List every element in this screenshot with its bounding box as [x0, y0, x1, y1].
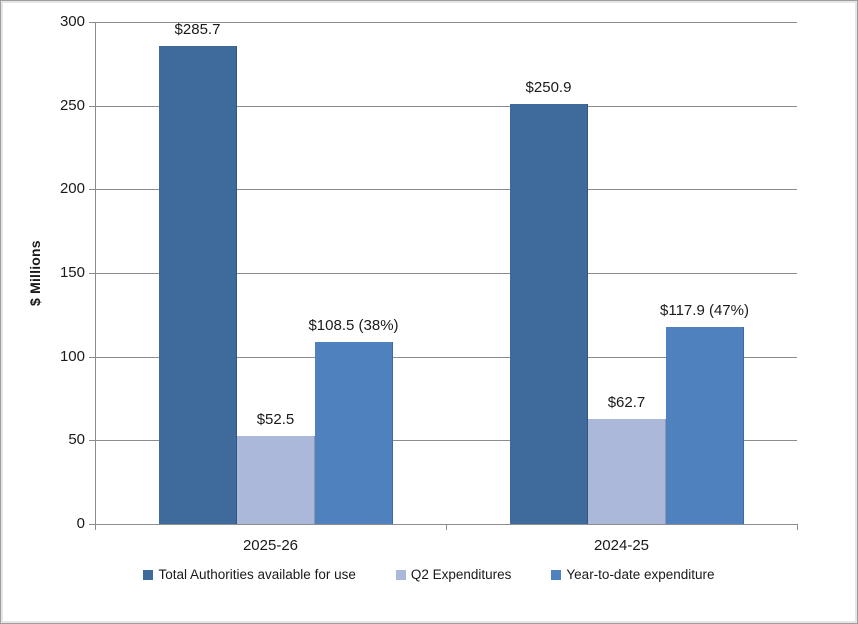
y-axis-tick [89, 105, 95, 107]
y-axis-tick-label: 0 [76, 515, 85, 532]
bar-2024-25-total-authorities-available-for-use [509, 104, 588, 524]
chart-legend: Total Authorities available for use Q2 Ex… [0, 567, 858, 582]
y-axis-tick [89, 356, 95, 358]
bar-value-label: $52.5 [256, 411, 295, 429]
gridline [95, 356, 797, 358]
y-axis-tick-label: 150 [59, 264, 85, 281]
bar-2025-26-total-authorities-available-for-use [158, 45, 237, 524]
gridline [95, 105, 797, 107]
y-axis-tick [89, 22, 95, 23]
bar-2025-26-year-to-date-expenditure [314, 342, 393, 524]
x-axis-category-label: 2025-26 [242, 537, 299, 554]
legend-label: Q2 Expenditures [410, 567, 512, 582]
y-axis-tick-label: 250 [59, 96, 85, 114]
bar-2025-26-q2-expenditures [236, 436, 315, 524]
legend-item-year-to-date-expenditure: Year-to-date expenditure [551, 567, 715, 582]
y-axis-tick-label: 300 [59, 13, 85, 30]
bar-2024-25-q2-expenditures [587, 419, 666, 524]
y-axis-tick-label: 100 [59, 347, 85, 365]
x-axis-tick [797, 524, 798, 530]
y-axis-tick [89, 189, 95, 191]
x-axis-tick [446, 524, 447, 530]
gridline [95, 22, 797, 23]
legend-label: Year-to-date expenditure [566, 567, 715, 582]
y-axis-line [95, 22, 96, 524]
legend-label: Total Authorities available for use [158, 567, 356, 582]
bar-2024-25-year-to-date-expenditure [665, 326, 744, 524]
y-axis-tick-label: 200 [59, 180, 85, 198]
gridline [95, 189, 797, 191]
bar-value-label: $250.9 [525, 79, 572, 97]
y-axis-tick [89, 273, 95, 274]
bar-value-label: $117.9 (47%) [660, 301, 749, 319]
bar-value-label: $62.7 [607, 394, 646, 412]
legend-item-q2-expenditures: Q2 Expenditures [395, 567, 512, 582]
y-axis-tick [89, 524, 95, 525]
bar-value-label: $285.7 [174, 20, 221, 38]
legend-marker-icon [395, 569, 406, 580]
legend-marker-icon [143, 569, 154, 580]
gridline [95, 273, 797, 274]
legend-item-total-authorities-available-for-use: Total Authorities available for use [143, 567, 356, 582]
gridline [95, 440, 797, 442]
y-axis-tick [89, 440, 95, 442]
x-axis-tick [95, 524, 96, 530]
bar-value-label: $108.5 (38%) [308, 317, 399, 335]
y-axis-tick-label: 50 [68, 431, 85, 449]
x-axis-category-label: 2024-25 [593, 537, 650, 554]
legend-marker-icon [551, 569, 562, 580]
